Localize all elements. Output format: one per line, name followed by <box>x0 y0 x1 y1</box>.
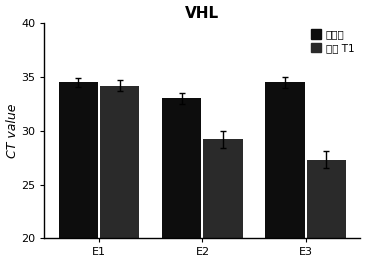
Bar <box>59 82 98 263</box>
Y-axis label: CT value: CT value <box>5 104 19 158</box>
Bar <box>162 98 201 263</box>
Legend: 肇囊肿, 肇癌 T1: 肇囊肿, 肇癌 T1 <box>307 25 358 57</box>
Bar <box>307 160 346 263</box>
Title: VHL: VHL <box>186 6 220 21</box>
Bar <box>203 139 243 263</box>
Bar <box>100 85 139 263</box>
Bar <box>265 82 305 263</box>
